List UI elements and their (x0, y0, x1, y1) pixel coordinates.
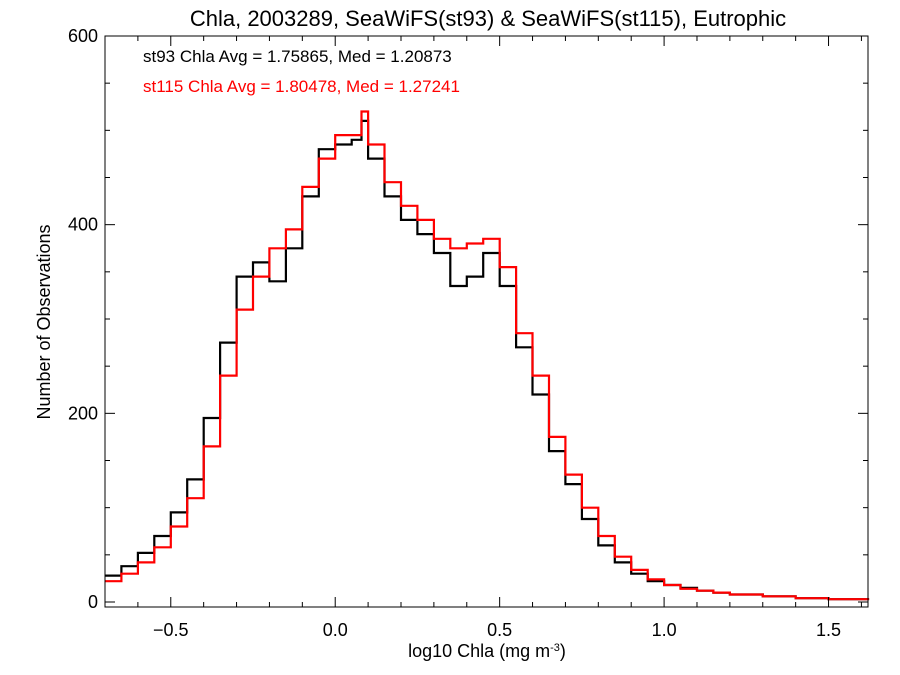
y-tick-label: 400 (68, 215, 98, 235)
x-axis-label-main: log10 Chla (mg m (408, 641, 550, 661)
x-tick-label: 1.5 (816, 620, 841, 640)
x-axis-label-sup: -3 (550, 642, 560, 654)
chart-title: Chla, 2003289, SeaWiFS(st93) & SeaWiFS(s… (190, 6, 786, 31)
y-tick-label: 200 (68, 403, 98, 423)
x-axis-label-end: ) (560, 641, 566, 661)
y-tick-label: 0 (88, 592, 98, 612)
y-ticks: 0 200 400 600 (68, 26, 868, 612)
annotation-st115: st115 Chla Avg = 1.80478, Med = 1.27241 (143, 77, 460, 96)
series-st115-line (105, 110, 870, 601)
y-tick-label: 600 (68, 26, 98, 46)
x-axis-label: log10 Chla (mg m-3) (408, 641, 566, 661)
x-tick-label: −0.5 (153, 620, 189, 640)
series-st93-line (105, 119, 870, 601)
plot-frame (104, 35, 869, 608)
x-tick-label: 0.0 (323, 620, 348, 640)
x-ticks: −0.5 0.0 0.5 1.0 1.5 (137, 36, 862, 640)
series-layer (105, 110, 870, 601)
x-tick-label: 1.0 (652, 620, 677, 640)
x-tick-label: 0.5 (487, 620, 512, 640)
y-axis-label: Number of Observations (34, 224, 54, 419)
annotation-st93: st93 Chla Avg = 1.75865, Med = 1.20873 (143, 47, 452, 66)
